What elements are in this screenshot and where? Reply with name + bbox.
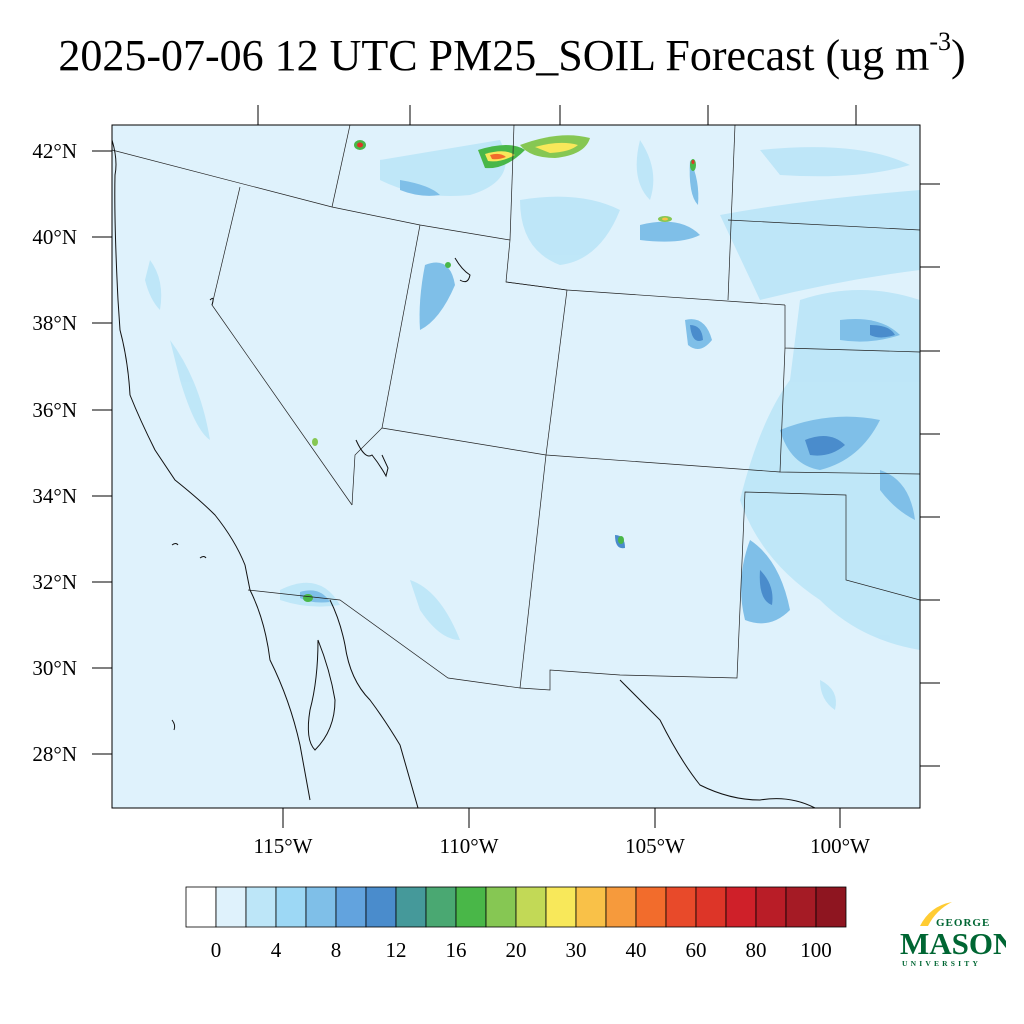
- colorbar-label: 30: [566, 938, 587, 962]
- colorbar: [185, 886, 847, 928]
- colorbar-label: 0: [211, 938, 222, 962]
- colorbar-labels: 0 4 8 12 16 20 30 40 60 80 100: [211, 938, 832, 962]
- logo-line2: MASON: [900, 926, 1006, 961]
- colorbar-label: 100: [800, 938, 832, 962]
- longitude-labels: 115°W 110°W 105°W 100°W: [254, 834, 871, 858]
- colorbar-box: [635, 886, 667, 928]
- colorbar-box: [305, 886, 337, 928]
- lat-label: 30°N: [32, 656, 77, 680]
- colorbar-box: [515, 886, 547, 928]
- colorbar-label: 12: [386, 938, 407, 962]
- map-frame: [111, 124, 921, 809]
- map-title: 2025-07-06 12 UTC PM25_SOIL Forecast (ug…: [0, 27, 1024, 81]
- gmu-logo-mark: GEORGE MASON UNIVERSITY: [900, 902, 1015, 968]
- lat-label: 32°N: [32, 570, 77, 594]
- tick-marks: [92, 105, 940, 828]
- state-borders: [112, 125, 920, 808]
- colorbar-box: [695, 886, 727, 928]
- colorbar-box: [605, 886, 637, 928]
- lon-label: 115°W: [254, 834, 313, 858]
- lat-label: 42°N: [32, 139, 77, 163]
- logo-line1: GEORGE: [936, 917, 990, 929]
- colorbar-box: [815, 886, 847, 928]
- colorbar-box: [215, 886, 247, 928]
- lat-label: 40°N: [32, 225, 77, 249]
- logo-swoosh: [920, 902, 952, 926]
- latitude-labels: 42°N 40°N 38°N 36°N 34°N 32°N 30°N 28°N: [32, 139, 77, 766]
- colorbar-box: [455, 886, 487, 928]
- coastlines: [112, 139, 816, 808]
- lat-label: 38°N: [32, 311, 77, 335]
- colorbar-box: [395, 886, 427, 928]
- colorbar-label: 16: [446, 938, 467, 962]
- colorbar-box: [545, 886, 577, 928]
- colorbar-label: 60: [686, 938, 707, 962]
- colorbar-box: [665, 886, 697, 928]
- colorbar-box: [335, 886, 367, 928]
- colorbar-label: 8: [331, 938, 342, 962]
- colorbar-box: [755, 886, 787, 928]
- colorbar-box: [725, 886, 757, 928]
- concentration-field: [145, 135, 920, 710]
- lon-label: 100°W: [810, 834, 870, 858]
- title-text: 2025-07-06 12 UTC PM25_SOIL Forecast (ug…: [58, 31, 930, 80]
- colorbar-label: 80: [746, 938, 767, 962]
- colorbar-box: [185, 886, 217, 928]
- lat-label: 36°N: [32, 398, 77, 422]
- gmu-logo: GEORGE MASON UNIVERSITY: [896, 896, 1015, 972]
- colorbar-box: [275, 886, 307, 928]
- lat-label: 28°N: [32, 742, 77, 766]
- lat-label: 34°N: [32, 484, 77, 508]
- colorbar-label: 40: [626, 938, 647, 962]
- lon-label: 110°W: [440, 834, 499, 858]
- hotspots: [303, 135, 696, 602]
- title-close: ): [951, 31, 966, 80]
- colorbar-box: [575, 886, 607, 928]
- colorbar-box: [425, 886, 457, 928]
- colorbar-box: [365, 886, 397, 928]
- logo-line3: UNIVERSITY: [902, 959, 981, 968]
- title-exponent: -3: [929, 27, 951, 56]
- colorbar-box: [245, 886, 277, 928]
- colorbar-box: [485, 886, 517, 928]
- colorbar-box: [785, 886, 817, 928]
- colorbar-label: 4: [271, 938, 282, 962]
- colorbar-label: 20: [506, 938, 527, 962]
- lon-label: 105°W: [625, 834, 685, 858]
